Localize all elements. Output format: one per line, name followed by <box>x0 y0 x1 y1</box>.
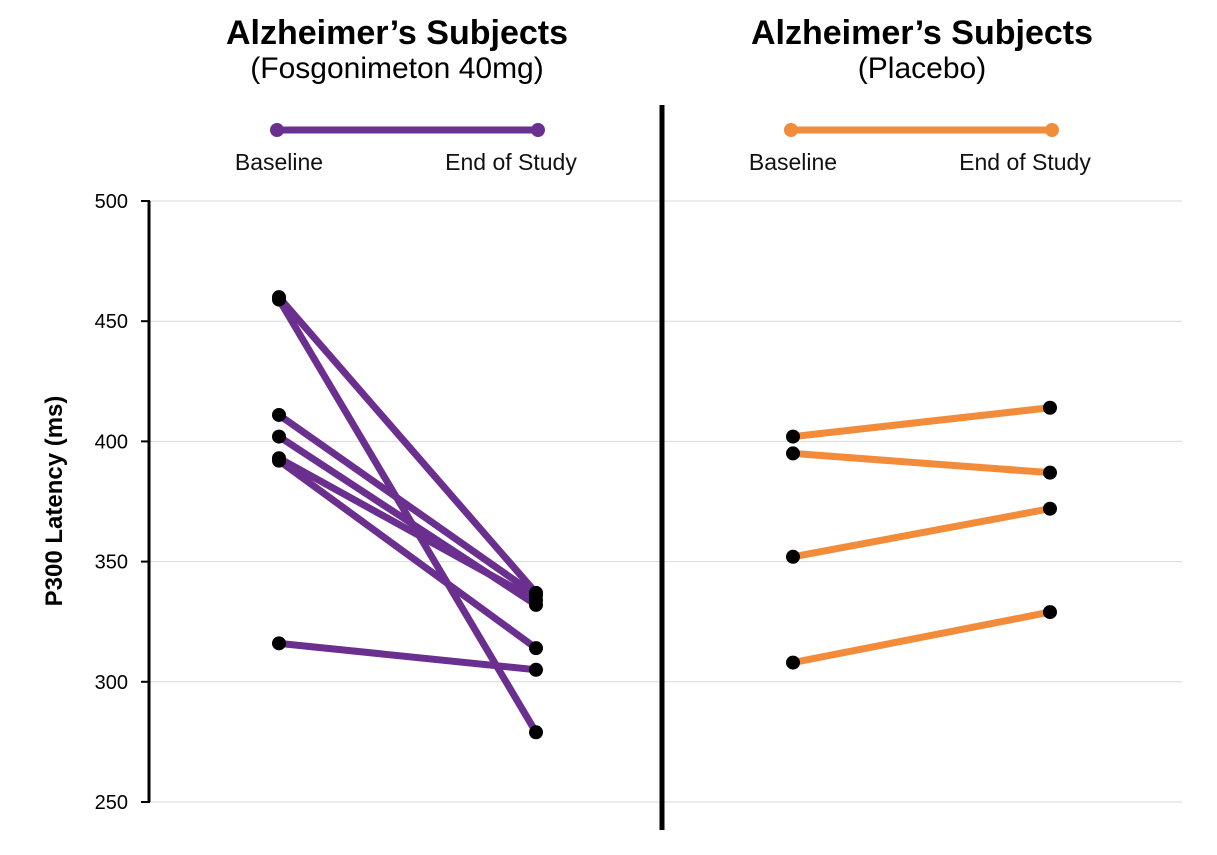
point-end-1-0 <box>1043 400 1057 415</box>
point-baseline-0-6 <box>272 636 286 651</box>
y-tick-label-300: 300 <box>95 672 128 694</box>
legend-label-end-0: End of Study <box>445 149 577 175</box>
panel-title-placebo: Alzheimer’s Subjects (Placebo) <box>662 14 1182 86</box>
panel-title-placebo-main: Alzheimer’s Subjects <box>750 14 1093 52</box>
y-axis: 250 300 350 400 450 500 <box>95 191 151 814</box>
series-line-0-1 <box>275 296 540 736</box>
series-line-0-6 <box>275 639 540 674</box>
point-baseline-1-1 <box>786 446 800 461</box>
point-baseline-0-1 <box>272 292 286 307</box>
y-tick-label-450: 450 <box>95 311 128 333</box>
series-line-1-2 <box>789 505 1054 561</box>
series-lines <box>275 293 1054 736</box>
panel-title-treatment: Alzheimer’s Subjects (Fosgonimeton 40mg) <box>137 14 657 86</box>
series-line-1-1 <box>789 449 1054 477</box>
point-baseline-0-5 <box>272 453 286 468</box>
point-end-0-5 <box>529 641 543 656</box>
y-tick-label-400: 400 <box>95 431 128 453</box>
panel-title-placebo-sub: (Placebo) <box>857 52 987 86</box>
point-end-1-3 <box>1043 605 1057 620</box>
legend: Baseline End of Study Baseline End of Study <box>235 123 1091 175</box>
data-points <box>272 290 1057 740</box>
series-line-0-5 <box>275 457 540 652</box>
legend-marker-end-0 <box>531 123 545 137</box>
legend-marker-end-1 <box>1045 123 1059 137</box>
y-tick-label-350: 350 <box>95 552 128 574</box>
legend-label-baseline-1: Baseline <box>749 149 837 175</box>
legend-marker-start-1 <box>784 123 798 137</box>
legend-marker-start-0 <box>270 123 284 137</box>
series-line-0-4 <box>275 454 540 604</box>
legend-label-end-1: End of Study <box>959 149 1091 175</box>
legend-label-baseline-0: Baseline <box>235 149 323 175</box>
point-end-0-1 <box>529 725 543 740</box>
panel-title-treatment-main: Alzheimer’s Subjects <box>225 14 568 52</box>
panel-title-treatment-sub: (Fosgonimeton 40mg) <box>250 52 544 86</box>
point-end-0-6 <box>529 662 543 677</box>
y-tick-label-500: 500 <box>95 191 128 213</box>
series-line-1-3 <box>789 608 1054 667</box>
series-line-0-2 <box>275 411 540 599</box>
point-end-1-2 <box>1043 501 1057 516</box>
point-baseline-1-2 <box>786 549 800 564</box>
gridlines <box>150 200 1182 803</box>
point-end-1-1 <box>1043 465 1057 480</box>
series-line-0-0 <box>275 293 540 597</box>
y-tick-label-250: 250 <box>95 792 128 814</box>
y-axis-label: P300 Latency (ms) <box>41 396 68 607</box>
point-baseline-0-3 <box>272 429 286 444</box>
point-end-0-4 <box>529 593 543 608</box>
series-line-1-0 <box>789 404 1054 441</box>
point-baseline-0-2 <box>272 407 286 422</box>
point-baseline-1-0 <box>786 429 800 444</box>
point-baseline-1-3 <box>786 655 800 670</box>
